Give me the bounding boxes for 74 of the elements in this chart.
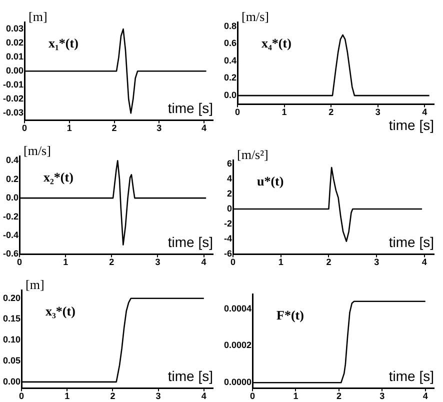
x-tick-label: 3: [156, 391, 161, 402]
y-tick-label: 0.2: [6, 174, 19, 184]
y-axis-title: [m/s²]: [237, 146, 268, 162]
y-tick-label: 0.0: [224, 90, 237, 100]
x-tick-label: 3: [380, 391, 385, 402]
y-tick-label: 0.05: [2, 356, 21, 366]
y-tick-label: 0.0002: [224, 340, 252, 350]
x-tick-label: 4: [201, 391, 206, 402]
x-axis-title: time [s]: [168, 234, 213, 250]
x-tick-label: 4: [202, 123, 207, 134]
y-axis-title: [m]: [26, 276, 44, 292]
x-tick-label: 4: [201, 257, 206, 268]
annotation: x₃*(t): [46, 303, 76, 318]
y-tick-label: 0.4: [6, 155, 19, 166]
x-axis-title: time [s]: [388, 234, 434, 250]
x-tick-label: 4: [422, 391, 428, 402]
annotation: u*(t): [257, 173, 284, 188]
y-tick-label: -0.2: [2, 211, 19, 222]
y-tick-label: -0.4: [2, 230, 19, 240]
x-tick-label: 2: [112, 123, 117, 134]
annotation: x₄*(t): [262, 35, 292, 50]
annotation: x₁*(t): [48, 35, 78, 50]
x-tick-label: 3: [375, 107, 380, 118]
y-tick-label: -0.03: [3, 108, 24, 118]
y-tick-label: 0.0004: [224, 303, 252, 314]
annotation: F*(t): [276, 307, 304, 322]
x-axis-title: time [s]: [388, 368, 434, 384]
y-tick-label: 0.2: [224, 72, 237, 83]
y-tick-label: 0.0000: [224, 377, 252, 388]
x-tick-label: 3: [374, 257, 380, 268]
x-tick-label: 2: [336, 391, 342, 402]
y-tick-label: 0.02: [6, 38, 24, 48]
y-tick-label: 0.8: [224, 20, 237, 31]
x-tick-label: 3: [156, 123, 162, 134]
y-tick-label: 0.6: [224, 38, 237, 48]
y-axis-title: [m]: [28, 8, 48, 24]
y-tick-label: -6: [224, 248, 232, 259]
x-tick-label: 2: [109, 257, 114, 268]
y-tick-label: 2: [226, 188, 232, 198]
y-tick-label: 0.10: [2, 334, 21, 345]
x-tick-label: 1: [64, 391, 70, 402]
y-tick-label: 0.03: [6, 24, 24, 34]
y-tick-label: 0.0: [6, 192, 19, 203]
x-tick-label: 1: [63, 257, 68, 268]
y-tick-label: 6: [226, 158, 232, 168]
y-tick-label: 0.01: [6, 52, 24, 62]
y-axis-title: [m/s]: [242, 8, 269, 24]
y-axis-title: [m/s]: [24, 142, 51, 158]
y-tick-label: -0.6: [2, 248, 19, 259]
x-tick-label: 1: [293, 391, 298, 402]
x-tick-label: 2: [110, 391, 116, 402]
y-tick-label: -2: [224, 218, 232, 229]
y-tick-label: -0.02: [3, 94, 24, 104]
x-tick-label: 4: [422, 107, 428, 118]
x-tick-label: 1: [66, 123, 72, 134]
y-tick-label: 0.20: [2, 292, 21, 303]
y-tick-label: 0.15: [2, 314, 21, 324]
x-tick-label: 4: [422, 257, 427, 268]
x-tick-label: 3: [155, 257, 160, 268]
x-tick-label: 1: [278, 257, 284, 268]
y-tick-label: -0.01: [3, 80, 24, 90]
y-tick-label: -4: [224, 234, 232, 244]
y-tick-label: 0.00: [2, 376, 21, 386]
x-tick-label: 2: [326, 257, 332, 268]
y-tick-label: 0: [226, 203, 232, 214]
x-tick-label: 2: [328, 107, 334, 118]
y-tick-label: 0.4: [224, 55, 237, 66]
x-axis-title: time [s]: [168, 100, 213, 116]
x-axis-title: time [s]: [388, 116, 434, 133]
x-tick-label: 1: [282, 107, 287, 118]
x-axis-title: time [s]: [168, 368, 213, 384]
y-tick-label: 0.00: [6, 66, 24, 76]
y-tick-label: 4: [226, 173, 232, 184]
annotation: x₂*(t): [44, 169, 74, 184]
